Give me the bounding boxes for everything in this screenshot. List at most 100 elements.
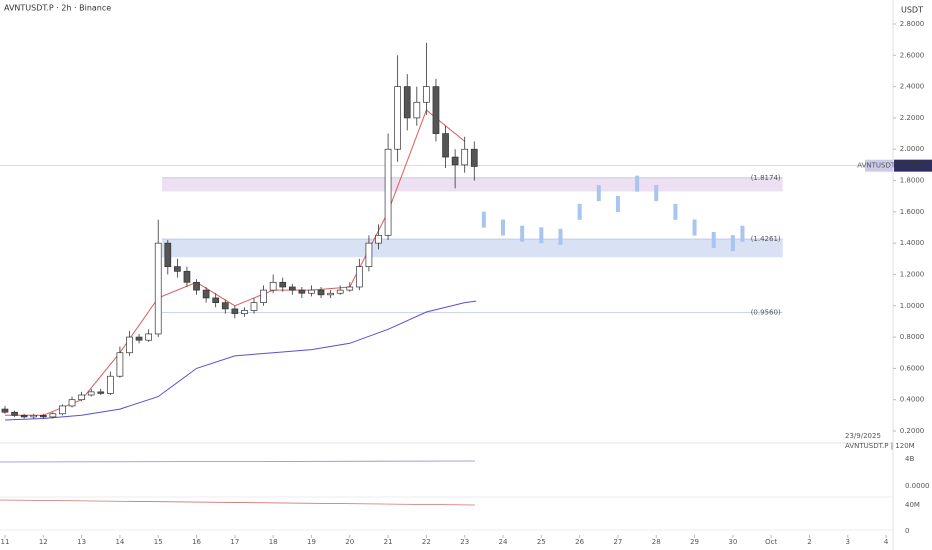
projection-bar bbox=[501, 219, 506, 236]
projection-bar bbox=[520, 225, 525, 242]
x-tick-label: 15 bbox=[154, 538, 163, 546]
level-label: (1.4261) bbox=[751, 235, 781, 243]
candle-body bbox=[288, 286, 296, 291]
x-tick-label: 30 bbox=[728, 538, 737, 546]
x-tick-label: 17 bbox=[230, 538, 239, 546]
candle-body bbox=[308, 289, 315, 294]
x-tick-label: Oct bbox=[765, 538, 777, 546]
x-tick-label: 28 bbox=[652, 538, 661, 546]
y-tick-label: 1.4000 bbox=[900, 239, 925, 247]
projection-bar bbox=[740, 225, 745, 242]
info-date: 23/9/2025 bbox=[845, 432, 881, 440]
candle-body bbox=[451, 156, 459, 166]
x-tick-label: 27 bbox=[613, 538, 622, 546]
y-tick-label: 0.8000 bbox=[900, 333, 925, 341]
x-tick-label: 19 bbox=[307, 538, 316, 546]
candle-body bbox=[212, 297, 220, 303]
currency: USDT bbox=[901, 6, 923, 15]
y-tick-label: 1.2000 bbox=[900, 270, 925, 278]
y-tick-label: 1.8000 bbox=[900, 177, 925, 185]
x-tick-label: 3 bbox=[846, 538, 850, 546]
projection-bar bbox=[673, 203, 678, 220]
last-price-symbol: AVNTUSDT.P bbox=[857, 162, 901, 170]
projection-bar bbox=[596, 185, 601, 202]
y-tick-label: 2.4000 bbox=[900, 83, 925, 91]
candle-body bbox=[298, 289, 306, 294]
candle-body bbox=[260, 289, 267, 303]
candle-body bbox=[11, 411, 18, 416]
candle-body bbox=[39, 414, 47, 418]
x-tick-label: 14 bbox=[115, 538, 124, 546]
x-tick-label: 24 bbox=[499, 538, 508, 546]
y-tick-label: 2.2000 bbox=[900, 114, 925, 122]
projection-bar bbox=[635, 175, 640, 192]
indicator-line bbox=[0, 460, 476, 463]
candle-body bbox=[394, 86, 402, 150]
candle-body bbox=[250, 302, 258, 311]
x-tick-label: 23 bbox=[460, 538, 469, 546]
candle-body bbox=[231, 308, 239, 314]
candle-body bbox=[279, 281, 287, 288]
candle-body bbox=[384, 148, 392, 236]
candle-body bbox=[135, 336, 143, 341]
x-tick-label: 18 bbox=[269, 538, 278, 546]
projection-bar bbox=[539, 227, 544, 244]
indicator-line bbox=[0, 499, 476, 506]
x-tick-label: 13 bbox=[77, 538, 86, 546]
y-tick-label: 1.0000 bbox=[900, 302, 925, 310]
candle-body bbox=[59, 405, 66, 415]
candle-body bbox=[154, 242, 162, 335]
candle-body bbox=[193, 281, 200, 291]
projection-bar bbox=[558, 228, 563, 245]
pane-label: 40M bbox=[905, 501, 920, 509]
candle-body bbox=[269, 281, 277, 291]
y-tick-label: 1.6000 bbox=[900, 208, 925, 216]
candle-body bbox=[413, 101, 421, 119]
y-tick-label: 2.0000 bbox=[900, 145, 925, 153]
candle-body bbox=[365, 242, 373, 267]
pane-label: 4B bbox=[905, 455, 914, 463]
x-tick-label: 12 bbox=[39, 538, 48, 546]
candle-body bbox=[126, 336, 133, 354]
candle-body bbox=[423, 86, 430, 103]
info-profile: AVNTUSDT.P | 120M bbox=[845, 442, 915, 450]
level-label: (0.9560) bbox=[751, 309, 781, 317]
zone bbox=[162, 239, 783, 258]
candle-body bbox=[336, 289, 344, 294]
candle-body bbox=[403, 86, 411, 119]
candle-body bbox=[164, 242, 172, 267]
projection-bar bbox=[481, 211, 486, 228]
x-tick-label: 22 bbox=[422, 538, 431, 546]
pane-label: 0 bbox=[905, 527, 909, 535]
candle-body bbox=[432, 86, 440, 134]
candle-body bbox=[241, 310, 248, 314]
projection-bar bbox=[615, 196, 620, 213]
projection-bar bbox=[692, 219, 697, 236]
candle-body bbox=[375, 234, 382, 244]
candle-body bbox=[202, 289, 210, 299]
candle-body bbox=[97, 391, 105, 394]
candle-body bbox=[1, 408, 9, 413]
candle-body bbox=[442, 133, 449, 158]
candle-body bbox=[346, 286, 354, 291]
x-tick-label: 25 bbox=[537, 538, 546, 546]
candle-body bbox=[461, 148, 469, 166]
candle-body bbox=[106, 375, 114, 394]
projection-bar bbox=[577, 203, 582, 220]
level-label: (1.8174) bbox=[751, 174, 781, 182]
candle-body bbox=[327, 292, 334, 296]
x-tick-label: 21 bbox=[384, 538, 393, 546]
x-tick-label: 11 bbox=[1, 538, 10, 546]
y-tick-label: 0.4000 bbox=[900, 396, 925, 404]
chart-title: AVNTUSDT.P · 2h · Binance bbox=[4, 4, 111, 13]
x-tick-label: 20 bbox=[345, 538, 354, 546]
candle-body bbox=[183, 270, 191, 283]
pane-label: 0.0000 bbox=[905, 482, 930, 490]
y-tick-label: 0.6000 bbox=[900, 364, 925, 372]
candle-body bbox=[87, 391, 95, 396]
ma-line bbox=[4, 300, 477, 421]
candle-body bbox=[470, 148, 478, 167]
y-tick-label: 2.8000 bbox=[900, 20, 925, 28]
candle-body bbox=[30, 414, 38, 418]
